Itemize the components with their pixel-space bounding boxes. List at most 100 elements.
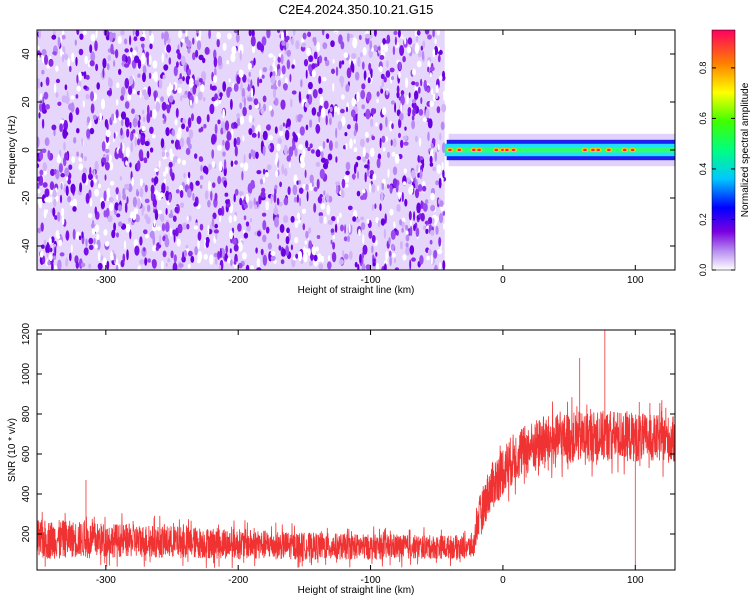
spectrogram-ylabel: Frequency (Hz)	[7, 116, 18, 185]
noise-blob	[425, 228, 429, 234]
noise-blob	[222, 108, 226, 119]
noise-blob	[57, 36, 61, 48]
noise-blob	[372, 258, 376, 263]
noise-blob	[347, 205, 353, 211]
noise-blob	[305, 230, 309, 239]
noise-blob	[144, 140, 150, 147]
noise-blob	[213, 229, 219, 234]
noise-blob	[178, 263, 184, 268]
spectrogram-panel: -300 -200 -100 0 100 40 20 0 -20 -40 Height of st…	[7, 29, 676, 296]
noise-blob	[202, 165, 208, 174]
noise-blob	[181, 159, 187, 166]
spectrogram-xtick-label: 0	[500, 275, 506, 286]
noise-blob	[274, 126, 278, 134]
noise-blob	[68, 112, 73, 123]
noise-blob	[211, 217, 215, 227]
noise-blob	[161, 223, 166, 232]
noise-blob	[231, 237, 237, 245]
noise-blob	[106, 260, 110, 270]
noise-blob	[239, 197, 243, 206]
noise-blob	[143, 229, 148, 235]
noise-blob	[319, 168, 325, 179]
noise-blob	[304, 102, 310, 108]
noise-blob	[197, 239, 200, 250]
noise-blob	[125, 160, 128, 166]
noise-blob	[292, 30, 296, 36]
noise-blob	[379, 55, 385, 60]
noise-blob	[441, 161, 444, 171]
noise-blob	[172, 215, 177, 222]
noise-blob	[295, 114, 298, 123]
noise-blob	[88, 263, 92, 269]
noise-blob	[142, 30, 145, 34]
noise-blob	[369, 174, 374, 179]
noise-blob	[346, 106, 348, 113]
noise-blob	[290, 215, 295, 223]
noise-blob	[437, 248, 443, 255]
noise-blob	[61, 215, 65, 226]
noise-blob	[134, 245, 140, 256]
noise-blob	[154, 209, 159, 221]
noise-blob	[132, 117, 138, 128]
noise-blob	[182, 76, 185, 82]
noise-blob	[353, 138, 356, 144]
noise-blob	[193, 202, 197, 207]
noise-blob	[256, 124, 261, 135]
noise-blob	[420, 212, 425, 222]
noise-blob	[280, 259, 285, 265]
noise-blob	[286, 118, 292, 127]
noise-blob	[399, 45, 405, 56]
noise-blob	[94, 160, 99, 172]
noise-blob	[82, 30, 87, 36]
noise-blob	[303, 248, 309, 253]
noise-blob	[257, 77, 260, 87]
noise-blob	[233, 83, 239, 92]
noise-blob	[398, 61, 402, 71]
noise-blob	[198, 30, 202, 38]
noise-blob	[42, 182, 48, 188]
noise-blob	[348, 223, 351, 233]
noise-blob	[46, 252, 49, 258]
noise-blob	[95, 30, 98, 39]
noise-blob	[222, 81, 227, 92]
noise-blob	[427, 34, 432, 40]
noise-blob	[375, 122, 378, 127]
noise-blob	[262, 145, 266, 157]
noise-blob	[89, 197, 93, 207]
noise-blob	[320, 202, 326, 210]
noise-blob	[94, 188, 100, 197]
spectrogram-xtick-label: -200	[228, 275, 248, 286]
noise-blob	[298, 187, 304, 194]
colorbar-label: Normalized spectral amplitude	[740, 82, 750, 217]
noise-blob	[389, 208, 394, 216]
noise-blob	[439, 75, 443, 81]
noise-blob	[370, 69, 373, 79]
snr-ytick-label: 400	[21, 485, 32, 502]
noise-blob	[89, 166, 92, 176]
noise-blob	[345, 170, 350, 176]
spectrogram-xtick-label: 100	[627, 275, 644, 286]
noise-blob	[173, 233, 176, 243]
noise-blob	[192, 37, 195, 45]
noise-blob	[357, 56, 361, 67]
noise-blob	[268, 53, 274, 58]
noise-blob	[337, 107, 340, 116]
noise-blob	[416, 164, 419, 173]
noise-blob	[334, 105, 338, 113]
noise-blob	[414, 188, 420, 199]
noise-blob	[216, 31, 221, 40]
noise-blob	[307, 146, 311, 152]
noise-blob	[139, 90, 142, 98]
noise-blob	[75, 94, 79, 99]
noise-blob	[414, 135, 419, 143]
noise-blob	[219, 92, 223, 98]
noise-blob	[192, 85, 197, 95]
noise-blob	[169, 84, 174, 91]
noise-blob	[335, 127, 338, 139]
noise-blob	[173, 254, 177, 263]
noise-blob	[375, 262, 380, 270]
noise-blob	[296, 180, 300, 185]
noise-blob	[318, 87, 323, 95]
noise-blob	[379, 65, 383, 73]
noise-blob	[120, 30, 125, 36]
